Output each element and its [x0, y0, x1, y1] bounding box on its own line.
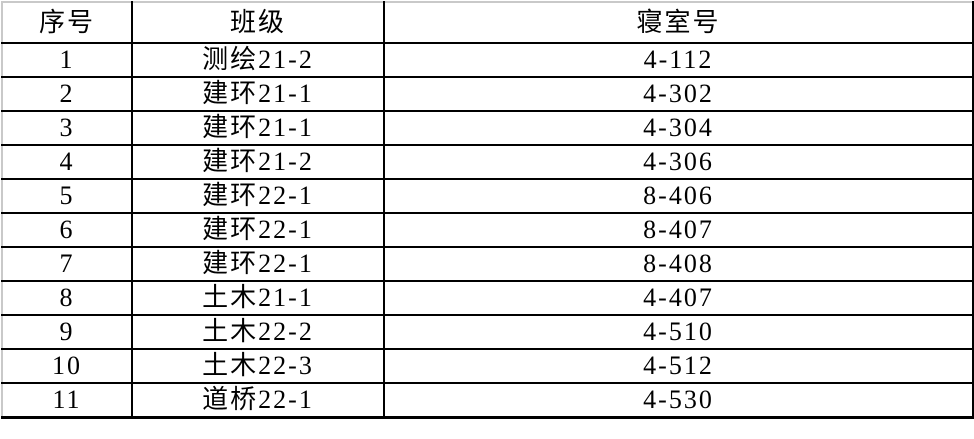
cell-class: 建环22-1: [131, 212, 385, 248]
table-row: 2 建环21-1 4-302: [1, 76, 974, 112]
cell-class: 土木22-3: [131, 348, 385, 384]
cell-index: 9: [1, 314, 133, 350]
table-row: 4 建环21-2 4-306: [1, 144, 974, 180]
cell-dorm: 4-112: [383, 42, 974, 78]
cell-class: 建环21-2: [131, 144, 385, 180]
table-row: 6 建环22-1 8-407: [1, 212, 974, 248]
cell-class: 土木22-2: [131, 314, 385, 350]
dormitory-assignment-table: 序号 班级 寝室号 1 测绘21-2 4-112 2 建环21-1 4-302 …: [1, 1, 974, 419]
cell-class: 建环21-1: [131, 76, 385, 112]
table-row: 1 测绘21-2 4-112: [1, 42, 974, 78]
cell-index: 3: [1, 110, 133, 146]
cell-index: 8: [1, 280, 133, 316]
cell-dorm: 4-302: [383, 76, 974, 112]
cell-class: 建环22-1: [131, 246, 385, 282]
cell-dorm: 4-304: [383, 110, 974, 146]
cell-class: 土木21-1: [131, 280, 385, 316]
table-body: 1 测绘21-2 4-112 2 建环21-1 4-302 3 建环21-1 4…: [1, 42, 974, 419]
cell-index: 1: [1, 42, 133, 78]
cell-dorm: 4-407: [383, 280, 974, 316]
cell-class: 建环22-1: [131, 178, 385, 214]
cell-index: 4: [1, 144, 133, 180]
cell-dorm: 4-306: [383, 144, 974, 180]
cell-class: 测绘21-2: [131, 42, 385, 78]
cell-index: 7: [1, 246, 133, 282]
header-row: 序号 班级 寝室号: [1, 1, 974, 44]
cell-class: 建环21-1: [131, 110, 385, 146]
cell-dorm: 8-406: [383, 178, 974, 214]
cell-dorm: 4-510: [383, 314, 974, 350]
table-row: 3 建环21-1 4-304: [1, 110, 974, 146]
cell-index: 10: [1, 348, 133, 384]
table-row: 5 建环22-1 8-406: [1, 178, 974, 214]
cell-index: 2: [1, 76, 133, 112]
column-header-class: 班级: [131, 1, 385, 44]
column-header-index: 序号: [1, 1, 133, 44]
table-row: 10 土木22-3 4-512: [1, 348, 974, 384]
column-header-dorm: 寝室号: [383, 1, 974, 44]
cell-dorm: 4-512: [383, 348, 974, 384]
table-row: 8 土木21-1 4-407: [1, 280, 974, 316]
table-row: 9 土木22-2 4-510: [1, 314, 974, 350]
table-row: 11 道桥22-1 4-530: [1, 382, 974, 419]
cell-index: 6: [1, 212, 133, 248]
cell-dorm: 4-530: [383, 382, 974, 419]
cell-dorm: 8-407: [383, 212, 974, 248]
cell-dorm: 8-408: [383, 246, 974, 282]
cell-index: 5: [1, 178, 133, 214]
table-row: 7 建环22-1 8-408: [1, 246, 974, 282]
cell-index: 11: [1, 382, 133, 419]
cell-class: 道桥22-1: [131, 382, 385, 419]
